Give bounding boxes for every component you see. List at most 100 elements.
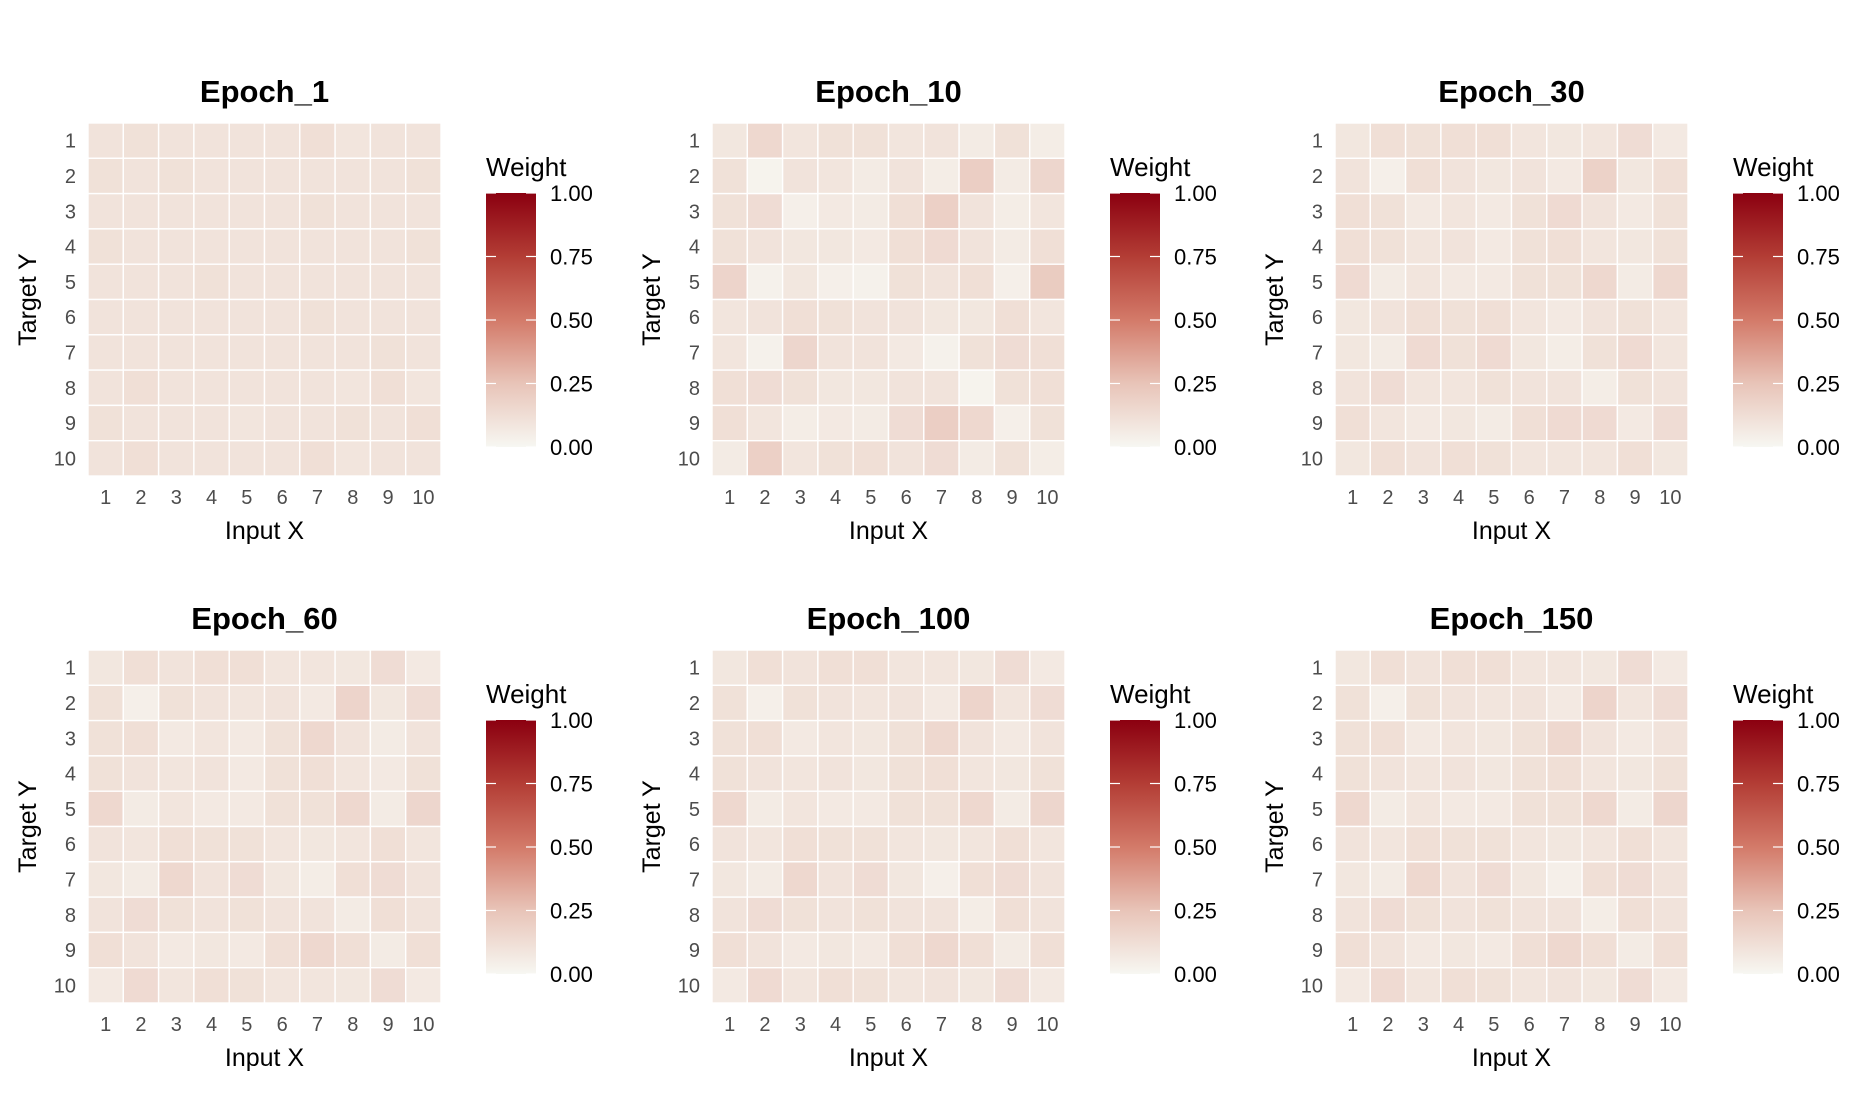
heatmap-cell	[993, 684, 1031, 722]
heatmap-cell	[993, 334, 1031, 371]
legend-tick-label: 0.00	[1797, 962, 1840, 987]
heatmap-cell	[157, 298, 195, 336]
heatmap-cell	[817, 228, 854, 265]
heatmap-cell	[711, 861, 748, 898]
heatmap-cell	[1440, 404, 1477, 442]
heatmap-cell	[887, 298, 925, 336]
heatmap-cell	[1546, 228, 1583, 265]
heatmap-cell	[193, 967, 230, 1004]
heatmap-cell	[923, 440, 960, 477]
x-axis-label: Input X	[849, 1044, 929, 1072]
legend-tick-label: 0.75	[1174, 772, 1217, 797]
heatmap-cell	[993, 369, 1031, 407]
heatmap-cell	[817, 263, 854, 301]
heatmap-cell	[852, 298, 890, 336]
heatmap-cell	[122, 755, 160, 792]
heatmap-cell	[369, 440, 407, 477]
x-tick-label: 1	[1347, 1014, 1358, 1036]
heatmap-cell	[1546, 263, 1583, 301]
heatmap-cell	[193, 931, 230, 969]
heatmap-cell	[1546, 404, 1583, 442]
heatmap-cell	[87, 649, 124, 686]
x-tick-label: 7	[312, 1014, 323, 1036]
heatmap-cell	[369, 157, 407, 195]
heatmap-cell	[711, 896, 748, 934]
heatmap-cell	[887, 896, 925, 934]
heatmap-cell	[852, 755, 890, 792]
heatmap-cell	[122, 192, 160, 230]
heatmap-cell	[1334, 334, 1371, 371]
heatmap-cell	[1404, 298, 1442, 336]
heatmap-cell	[228, 440, 266, 477]
heatmap-cell	[1510, 967, 1548, 1004]
heatmap-cell	[263, 298, 301, 336]
heatmap-cell	[993, 931, 1031, 969]
heatmap-cell	[369, 896, 407, 934]
heatmap-cell	[746, 931, 784, 969]
heatmap-cell	[958, 298, 996, 336]
y-tick-label: 9	[1312, 413, 1323, 435]
heatmap-cell	[1475, 334, 1513, 371]
heatmap-cell	[334, 931, 372, 969]
heatmap-cell	[958, 861, 996, 898]
heatmap-cell	[1404, 369, 1442, 407]
heatmap-cell	[1369, 790, 1407, 828]
heatmap-cell	[1475, 719, 1513, 757]
legend-tick-label: 0.25	[1797, 372, 1840, 397]
x-tick-label: 10	[1036, 487, 1058, 509]
y-tick-label: 5	[1312, 799, 1323, 821]
heatmap-cell	[1440, 755, 1477, 792]
legend-tick-label: 1.00	[550, 708, 593, 733]
y-tick-label: 3	[689, 201, 700, 223]
heatmap-cell	[1581, 334, 1619, 371]
heatmap-cell	[746, 790, 784, 828]
x-tick-label: 10	[1659, 1014, 1681, 1036]
heatmap-cell	[369, 790, 407, 828]
heatmap-panel: Epoch_1 1 2 3 4 5 6 7 8 9 10 1 2 3 4 5 6 7 8 9 10 Input X Targ…	[14, 74, 593, 545]
x-tick-label: 7	[936, 1014, 947, 1036]
heatmap-cell	[1334, 719, 1371, 757]
heatmap-cell	[1546, 861, 1583, 898]
heatmap-cell	[228, 967, 266, 1004]
y-tick-label: 6	[65, 834, 76, 856]
x-tick-label: 2	[1382, 487, 1393, 509]
heatmap-cell	[157, 334, 195, 371]
heatmap-cell	[887, 825, 925, 863]
y-tick-label: 8	[65, 905, 76, 927]
heatmap-cell	[193, 755, 230, 792]
heatmap-cell	[405, 122, 442, 159]
heatmap-cell	[1510, 790, 1548, 828]
heatmap-cell	[334, 755, 372, 792]
y-tick-label: 4	[65, 764, 76, 786]
heatmap-cell	[711, 298, 748, 336]
heatmap-cell	[781, 122, 819, 159]
y-tick-label: 4	[65, 237, 76, 259]
legend-title: Weight	[486, 679, 567, 709]
heatmap-cell	[993, 122, 1031, 159]
x-tick-label: 4	[1453, 487, 1464, 509]
heatmap-cell	[405, 334, 442, 371]
heatmap-cell	[958, 404, 996, 442]
legend-tick-label: 0.00	[1797, 435, 1840, 460]
heatmap-cell	[1652, 404, 1689, 442]
heatmap-cell	[1369, 440, 1407, 477]
heatmap-cell	[263, 825, 301, 863]
y-tick-label: 6	[689, 307, 700, 329]
heatmap-cell	[817, 298, 854, 336]
heatmap-cell	[405, 896, 442, 934]
heatmap-cell	[887, 228, 925, 265]
x-tick-label: 2	[135, 1014, 146, 1036]
heatmap-cell	[1510, 228, 1548, 265]
heatmap-cell	[1581, 931, 1619, 969]
heatmap-cell	[817, 369, 854, 407]
heatmap-cell	[263, 755, 301, 792]
heatmap-cell	[1546, 896, 1583, 934]
heatmap-cell	[1440, 684, 1477, 722]
x-tick-label: 6	[901, 1014, 912, 1036]
heatmap-cell	[122, 369, 160, 407]
heatmap-cell	[1404, 684, 1442, 722]
y-tick-label: 9	[65, 413, 76, 435]
heatmap-cell	[1369, 861, 1407, 898]
x-axis-label: Input X	[1472, 517, 1552, 545]
heatmap-cell	[1510, 122, 1548, 159]
